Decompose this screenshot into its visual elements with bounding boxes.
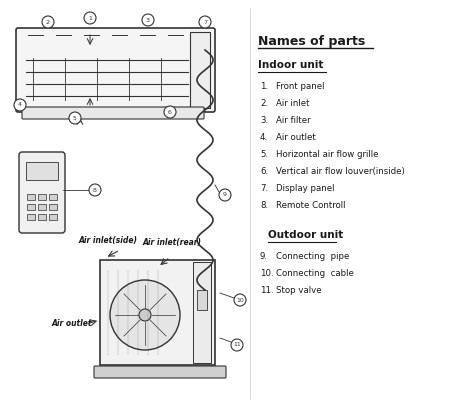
Text: Connecting  cable: Connecting cable: [276, 269, 354, 278]
Bar: [38, 194, 46, 200]
FancyBboxPatch shape: [94, 366, 226, 378]
Text: 6: 6: [168, 109, 172, 114]
Text: 2: 2: [46, 20, 50, 24]
Text: 3.: 3.: [260, 116, 268, 125]
Circle shape: [219, 189, 231, 201]
Text: Air inlet(rear): Air inlet(rear): [143, 238, 201, 247]
Text: 5.: 5.: [260, 150, 268, 159]
Text: Outdoor unit: Outdoor unit: [268, 230, 343, 240]
Bar: [49, 204, 57, 210]
Circle shape: [42, 16, 54, 28]
Text: 9: 9: [223, 193, 227, 197]
FancyBboxPatch shape: [22, 107, 204, 119]
Text: Air outlet: Air outlet: [276, 133, 316, 142]
Text: 1: 1: [88, 15, 92, 20]
Text: Air inlet: Air inlet: [276, 99, 310, 108]
Text: 11.: 11.: [260, 286, 273, 295]
Bar: [27, 204, 35, 210]
Text: Remote Controll: Remote Controll: [276, 201, 346, 210]
Circle shape: [110, 280, 180, 350]
Text: 4.: 4.: [260, 133, 268, 142]
Text: 5: 5: [73, 116, 77, 120]
FancyBboxPatch shape: [100, 260, 215, 365]
Bar: [197, 290, 207, 310]
Circle shape: [234, 294, 246, 306]
Text: 10.: 10.: [260, 269, 273, 278]
Circle shape: [199, 16, 211, 28]
Circle shape: [231, 339, 243, 351]
Text: Vertical air flow louver(inside): Vertical air flow louver(inside): [276, 167, 405, 176]
FancyBboxPatch shape: [16, 28, 215, 112]
Text: Names of parts: Names of parts: [258, 35, 365, 48]
Bar: [27, 214, 35, 220]
Bar: [38, 204, 46, 210]
Circle shape: [89, 184, 101, 196]
Text: 1.: 1.: [260, 82, 268, 91]
Text: 9.: 9.: [260, 252, 268, 261]
Bar: [193, 262, 211, 363]
FancyBboxPatch shape: [19, 152, 65, 233]
Text: Front panel: Front panel: [276, 82, 325, 91]
Text: 3: 3: [146, 18, 150, 22]
Bar: [38, 214, 46, 220]
Bar: [49, 194, 57, 200]
Bar: [26, 162, 58, 180]
Text: 2.: 2.: [260, 99, 268, 108]
Circle shape: [69, 112, 81, 124]
Text: Air outlet: Air outlet: [52, 319, 92, 328]
Text: 6.: 6.: [260, 167, 268, 176]
Text: 10: 10: [236, 298, 244, 302]
Text: 4: 4: [18, 103, 22, 107]
Text: Stop valve: Stop valve: [276, 286, 322, 295]
Circle shape: [14, 99, 26, 111]
Text: Air filter: Air filter: [276, 116, 310, 125]
Text: Indoor unit: Indoor unit: [258, 60, 323, 70]
Text: 7.: 7.: [260, 184, 268, 193]
Text: Connecting  pipe: Connecting pipe: [276, 252, 349, 261]
Circle shape: [142, 14, 154, 26]
Text: 11: 11: [233, 343, 241, 348]
Circle shape: [139, 309, 151, 321]
Text: 7: 7: [203, 20, 207, 24]
Circle shape: [84, 12, 96, 24]
Text: Air inlet(side): Air inlet(side): [79, 236, 137, 245]
Text: Horizontal air flow grille: Horizontal air flow grille: [276, 150, 379, 159]
Bar: [27, 194, 35, 200]
Bar: [190, 32, 210, 108]
Text: 8: 8: [93, 188, 97, 193]
Text: 8.: 8.: [260, 201, 268, 210]
Bar: [49, 214, 57, 220]
Text: Display panel: Display panel: [276, 184, 335, 193]
Circle shape: [164, 106, 176, 118]
